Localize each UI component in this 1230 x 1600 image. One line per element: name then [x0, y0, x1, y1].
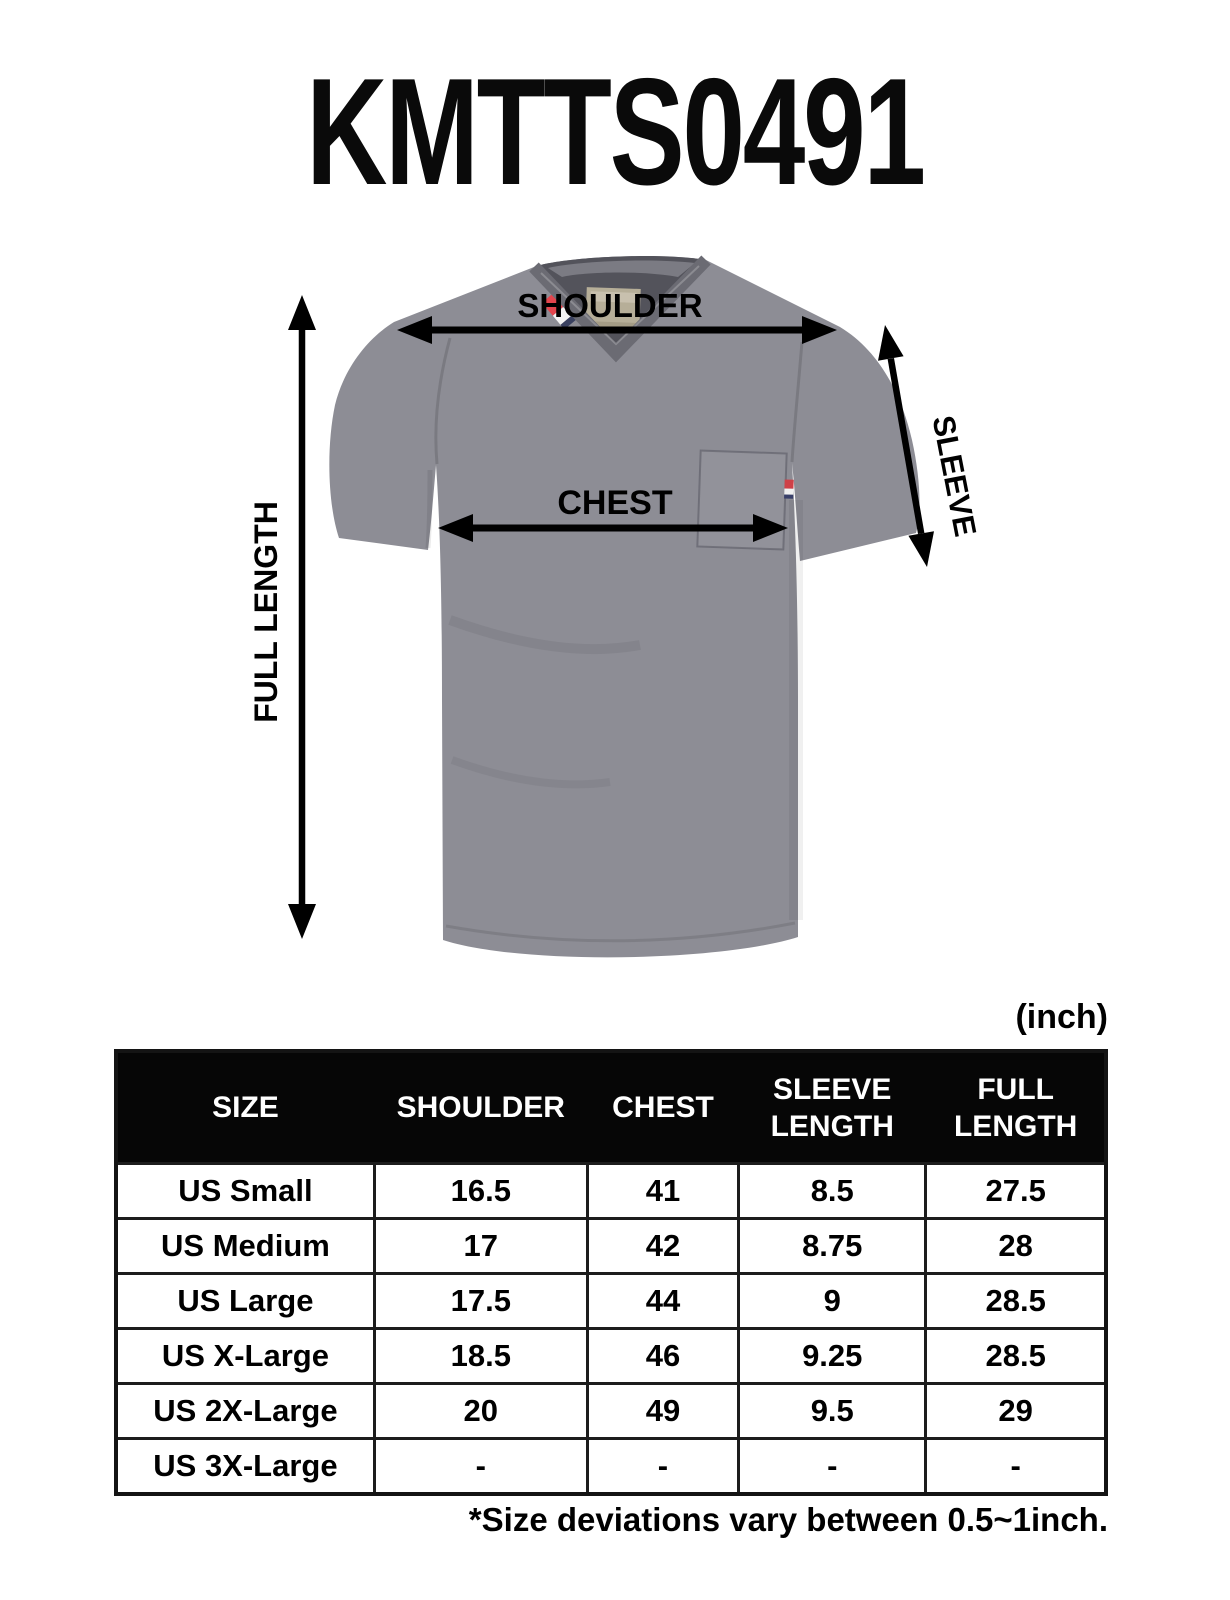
- fold-shading: [448, 615, 641, 655]
- value-cell: 28.5: [924, 1272, 1108, 1330]
- size-cell: US 3X-Large: [114, 1437, 376, 1496]
- size-table-row: US Small 16.5 41 8.5 27.5: [114, 1162, 1108, 1220]
- value-cell: 17: [372, 1217, 589, 1275]
- pocket-tag: [784, 488, 794, 495]
- col-header-size: SIZE: [114, 1049, 376, 1165]
- tshirt-body: [329, 256, 920, 958]
- value-cell: 8.5: [737, 1162, 928, 1220]
- value-cell: 8.75: [737, 1217, 928, 1275]
- size-table: SIZE SHOULDER CHEST SLEEVE LENGTH FULL L…: [114, 1049, 1108, 1496]
- value-cell: -: [924, 1437, 1108, 1496]
- tshirt-graphic: [329, 255, 920, 958]
- value-cell: 27.5: [924, 1162, 1108, 1220]
- pocket-tag: [784, 479, 794, 489]
- page-title: KMTTS0491: [306, 47, 926, 217]
- value-cell: 29: [924, 1382, 1108, 1440]
- sleeve-arrow-label: SLEEVE: [925, 413, 983, 540]
- value-cell: 9: [737, 1272, 928, 1330]
- size-cell: US X-Large: [114, 1327, 376, 1385]
- size-cell: US 2X-Large: [114, 1382, 376, 1440]
- unit-label: (inch): [1015, 998, 1108, 1036]
- value-cell: 28: [924, 1217, 1108, 1275]
- fold-shading: [450, 756, 611, 789]
- hem-stitch: [445, 921, 796, 943]
- value-cell: 18.5: [372, 1327, 589, 1385]
- value-cell: -: [585, 1437, 741, 1496]
- col-header-sleeve-length: SLEEVE LENGTH: [737, 1049, 928, 1165]
- armhole-seam-right: [790, 341, 804, 463]
- size-table-row: US X-Large 18.5 46 9.25 28.5: [114, 1327, 1108, 1385]
- neck-inner-back: [548, 260, 695, 277]
- full-length-arrow-label: FULL LENGTH: [248, 501, 284, 723]
- chest-pocket: [696, 449, 794, 551]
- value-cell: 42: [585, 1217, 741, 1275]
- value-cell: 41: [585, 1162, 741, 1220]
- col-header-full-length: FULL LENGTH: [924, 1049, 1108, 1165]
- shoulder-arrow: SHOULDER: [397, 287, 837, 344]
- size-table-row: US 2X-Large 20 49 9.5 29: [114, 1382, 1108, 1440]
- chest-arrow-label: CHEST: [557, 484, 672, 522]
- size-table-row: US Medium 17 42 8.75 28: [114, 1217, 1108, 1275]
- value-cell: 20: [372, 1382, 589, 1440]
- size-table-row: US 3X-Large - - - -: [114, 1437, 1108, 1496]
- value-cell: 17.5: [372, 1272, 589, 1330]
- armhole-seam-left: [434, 337, 452, 465]
- fold-shading: [425, 469, 433, 549]
- full-length-arrow: FULL LENGTH: [248, 295, 316, 939]
- shoulder-arrow-label: SHOULDER: [517, 287, 702, 324]
- size-table-wrap: SIZE SHOULDER CHEST SLEEVE LENGTH FULL L…: [114, 1049, 1108, 1496]
- value-cell: -: [372, 1437, 589, 1496]
- value-cell: 28.5: [924, 1327, 1108, 1385]
- chest-arrow: CHEST: [438, 484, 788, 542]
- value-cell: 46: [585, 1327, 741, 1385]
- size-table-row: US Large 17.5 44 9 28.5: [114, 1272, 1108, 1330]
- value-cell: 44: [585, 1272, 741, 1330]
- size-cell: US Small: [114, 1162, 376, 1220]
- col-header-chest: CHEST: [585, 1049, 741, 1165]
- value-cell: 49: [585, 1382, 741, 1440]
- value-cell: 16.5: [372, 1162, 589, 1220]
- size-deviation-note: *Size deviations vary between 0.5~1inch.: [468, 1501, 1108, 1538]
- pocket-tag: [784, 494, 794, 499]
- value-cell: 9.5: [737, 1382, 928, 1440]
- size-cell: US Large: [114, 1272, 376, 1330]
- collar-band: [529, 255, 711, 363]
- col-header-shoulder: SHOULDER: [372, 1049, 589, 1165]
- collar-band-highlight: [540, 265, 700, 346]
- size-cell: US Medium: [114, 1217, 376, 1275]
- value-cell: 9.25: [737, 1327, 928, 1385]
- size-table-header-row: SIZE SHOULDER CHEST SLEEVE LENGTH FULL L…: [114, 1049, 1108, 1165]
- size-diagram-svg: SHOULDER CHEST SLEEVE FULL LENGTH: [248, 255, 983, 958]
- value-cell: -: [737, 1437, 928, 1496]
